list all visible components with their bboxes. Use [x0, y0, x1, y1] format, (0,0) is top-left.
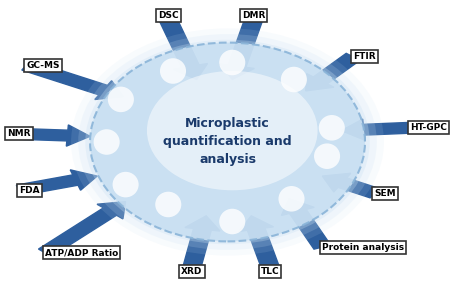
Text: DSC: DSC	[158, 11, 179, 20]
Ellipse shape	[314, 143, 340, 169]
FancyArrow shape	[7, 125, 90, 146]
Text: XRD: XRD	[181, 267, 203, 276]
Text: FDA: FDA	[19, 186, 40, 195]
Text: ATP/ADP Ratio: ATP/ADP Ratio	[45, 248, 118, 257]
FancyArrow shape	[322, 173, 379, 198]
Ellipse shape	[155, 192, 181, 217]
FancyArrow shape	[22, 60, 123, 99]
Ellipse shape	[90, 43, 365, 241]
Ellipse shape	[108, 87, 134, 112]
FancyArrow shape	[183, 216, 220, 268]
Ellipse shape	[112, 172, 138, 197]
Text: TLC: TLC	[261, 267, 280, 276]
Ellipse shape	[278, 186, 304, 212]
Text: NMR: NMR	[7, 129, 31, 138]
Text: FTIR: FTIR	[353, 52, 376, 61]
Ellipse shape	[85, 40, 370, 244]
Text: Protein analysis: Protein analysis	[322, 243, 404, 252]
FancyArrow shape	[219, 19, 263, 80]
Ellipse shape	[71, 28, 384, 256]
Ellipse shape	[160, 58, 186, 84]
FancyArrow shape	[38, 202, 126, 256]
Ellipse shape	[281, 67, 307, 92]
Ellipse shape	[319, 115, 345, 141]
Ellipse shape	[78, 34, 377, 250]
Ellipse shape	[147, 71, 318, 190]
FancyArrow shape	[341, 119, 410, 140]
Ellipse shape	[219, 50, 246, 75]
FancyArrow shape	[306, 53, 360, 91]
FancyArrow shape	[239, 216, 279, 268]
Text: Microplastic
quantification and
analysis: Microplastic quantification and analysis	[163, 118, 292, 166]
FancyArrow shape	[16, 170, 97, 195]
Text: HT-GPC: HT-GPC	[410, 123, 447, 132]
FancyArrow shape	[160, 18, 208, 80]
Text: DMR: DMR	[242, 11, 265, 20]
Ellipse shape	[219, 209, 246, 234]
FancyArrow shape	[282, 199, 331, 249]
Text: SEM: SEM	[374, 189, 396, 198]
Ellipse shape	[94, 129, 119, 155]
Text: GC-MS: GC-MS	[26, 61, 60, 70]
